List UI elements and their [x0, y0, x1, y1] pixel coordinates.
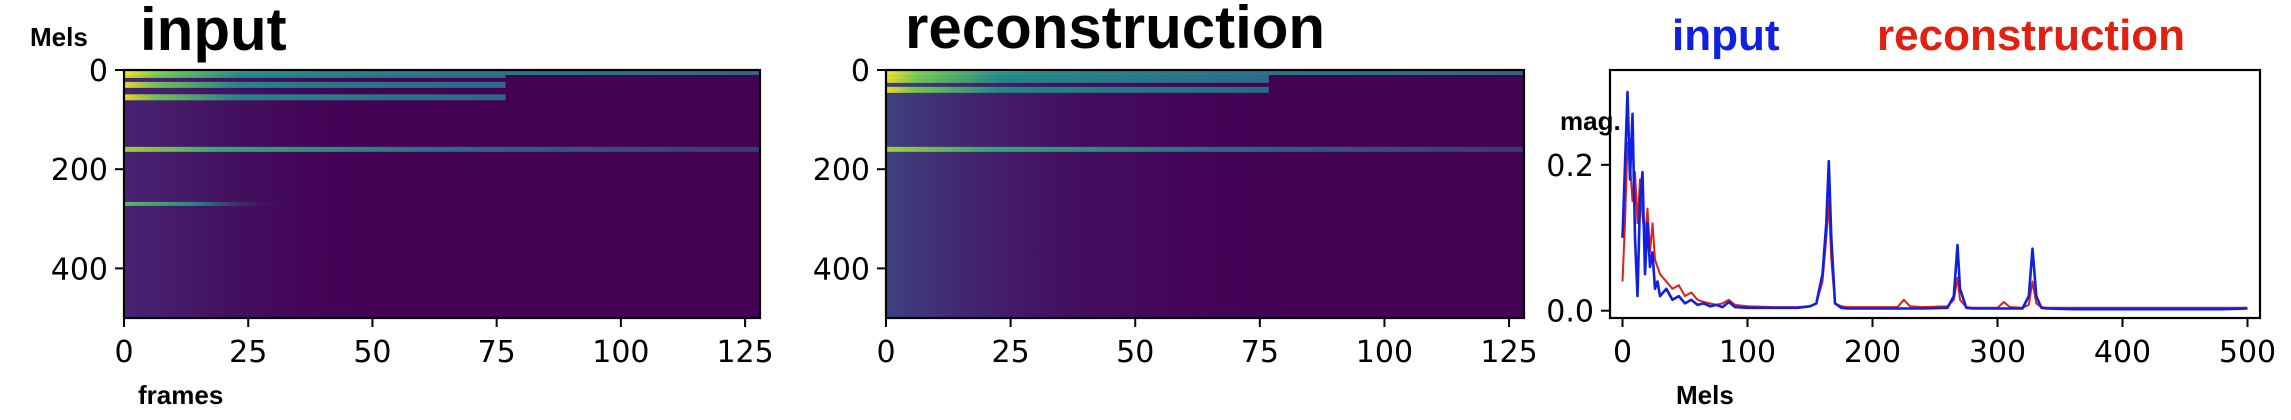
- x-tick-label: 0: [1613, 335, 1632, 370]
- heatmap1-xlabel: frames: [138, 380, 223, 410]
- heatmap-band: [124, 81, 506, 88]
- x-tick-label: 300: [1969, 335, 2026, 370]
- x-tick-label: 100: [1356, 335, 1413, 370]
- heatmap1-image: [124, 70, 760, 318]
- x-tick-label: 0: [114, 335, 133, 370]
- y-tick-label: 200: [813, 153, 870, 188]
- y-tick-label: 0.0: [1546, 295, 1594, 330]
- heatmap2-frame: [884, 68, 1526, 320]
- line-ylabel: mag.: [1560, 106, 1621, 136]
- legend-input: input: [1672, 11, 1780, 60]
- line-series-group: [1621, 90, 2248, 311]
- x-tick-label: 75: [478, 335, 516, 370]
- heatmap1-frame: [122, 68, 762, 320]
- x-tick-label: 25: [229, 335, 267, 370]
- line-ticks: 0 100 200 300 400 500 0.0 0.2: [1546, 149, 2276, 370]
- y-tick-label: 0.2: [1546, 149, 1594, 184]
- x-tick-label: 400: [2094, 335, 2151, 370]
- x-tick-label: 50: [353, 335, 391, 370]
- series-line-reconstruction: [1621, 141, 2248, 309]
- heatmap-band: [886, 146, 1524, 152]
- line-frame: [1608, 68, 2262, 320]
- x-tick-label: 500: [2219, 335, 2276, 370]
- input-heatmap-panel: Mels input 0 25 50 75 100 125 0 200 400 frames: [30, 0, 774, 410]
- x-tick-label: 0: [876, 335, 895, 370]
- y-tick-label: 0: [851, 54, 870, 89]
- x-tick-label: 100: [592, 335, 649, 370]
- y-tick-label: 400: [813, 252, 870, 287]
- heatmap2-image: [886, 70, 1524, 318]
- heatmap1-ylabel: Mels: [30, 22, 88, 52]
- x-tick-label: 200: [1844, 335, 1901, 370]
- reconstruction-heatmap-panel: reconstruction 0 25 50 75 100 125 0 200 400: [813, 0, 1538, 370]
- heatmap-band: [886, 86, 1269, 93]
- series-line-input: [1621, 90, 2248, 311]
- line-xlabel: Mels: [1676, 380, 1734, 410]
- x-tick-label: 75: [1241, 335, 1279, 370]
- x-tick-label: 50: [1116, 335, 1154, 370]
- x-tick-label: 100: [1719, 335, 1776, 370]
- heatmap-band: [124, 146, 760, 152]
- heatmap-band: [886, 71, 1269, 78]
- heatmap-band: [886, 76, 1269, 83]
- x-tick-label: 125: [1480, 335, 1537, 370]
- heatmap-band: [124, 94, 506, 101]
- x-tick-label: 125: [716, 335, 773, 370]
- y-tick-label: 0: [89, 54, 108, 89]
- heatmap1-title: input: [140, 0, 287, 63]
- y-tick-label: 200: [51, 153, 108, 188]
- heatmap-band: [124, 201, 411, 206]
- heatmap-band: [124, 71, 506, 78]
- x-tick-label: 25: [992, 335, 1030, 370]
- heatmap1-ticks: 0 25 50 75 100 125 0 200 400: [51, 54, 774, 370]
- heatmap2-title: reconstruction: [905, 0, 1325, 61]
- heatmap2-ticks: 0 25 50 75 100 125 0 200 400: [813, 54, 1538, 370]
- y-tick-label: 400: [51, 252, 108, 287]
- magnitude-line-panel: input reconstruction mag. 0 100 200 300 400 5…: [1546, 11, 2276, 410]
- legend-reconstruction: reconstruction: [1877, 11, 2185, 60]
